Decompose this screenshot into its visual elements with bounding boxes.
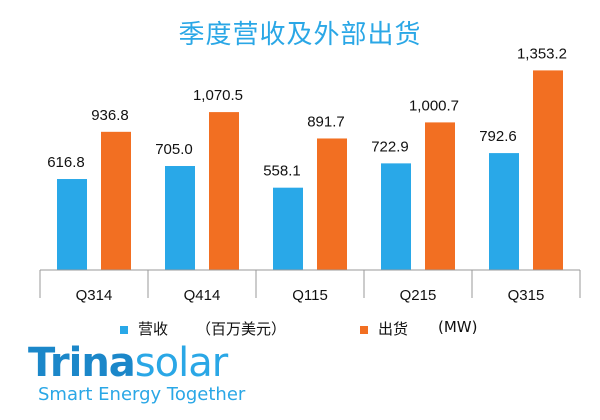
logo-tagline: Smart Energy Together (38, 384, 246, 405)
legend-shipment-unit: (MW) (438, 318, 478, 336)
logo-wordmark: Trinasolar (28, 340, 228, 386)
shipment-bar-q315 (533, 70, 563, 270)
shipment-value-label-q314: 936.8 (91, 107, 129, 124)
x-tick-label-q314: Q314 (76, 287, 113, 304)
revenue-value-label-q215: 722.9 (371, 138, 409, 155)
revenue-bar-q414 (165, 166, 195, 270)
x-tick-label-q215: Q215 (400, 287, 437, 304)
trina-solar-logo: Trinasolar Smart Energy Together (28, 340, 268, 410)
chart-title: 季度营收及外部出货 (178, 20, 422, 50)
shipment-value-label-q215: 1,000.7 (409, 97, 459, 114)
shipment-bar-q414 (209, 112, 239, 270)
shipment-bar-q215 (425, 122, 455, 270)
legend-revenue-label: 营收 (138, 320, 169, 338)
x-tick-label-q315: Q315 (508, 287, 545, 304)
revenue-bar-q215 (381, 163, 411, 270)
revenue-value-label-q115: 558.1 (263, 163, 301, 180)
shipment-value-label-q115: 891.7 (307, 113, 345, 130)
shipment-value-label-q315: 1,353.2 (517, 45, 567, 62)
legend-shipment-label: 出货 (378, 320, 409, 338)
logo-brand-main: Trina (28, 340, 136, 386)
logo-brand-solar: solar (134, 340, 228, 386)
legend-revenue-swatch (120, 326, 128, 334)
revenue-value-label-q314: 616.8 (47, 154, 85, 171)
revenue-bar-q315 (489, 153, 519, 270)
shipment-bar-q115 (317, 138, 347, 270)
shipment-value-label-q414: 1,070.5 (193, 87, 243, 104)
legend-revenue-unit: （百万美元） (196, 320, 287, 338)
shipment-bar-q314 (101, 131, 131, 270)
x-tick-label-q115: Q115 (292, 287, 328, 304)
x-tick-label-q414: Q414 (184, 287, 221, 304)
revenue-value-label-q414: 705.0 (155, 141, 193, 158)
legend-shipment-swatch (360, 326, 368, 334)
revenue-value-label-q315: 792.6 (479, 128, 517, 145)
revenue-bar-q115 (273, 187, 303, 270)
revenue-bar-q314 (57, 179, 87, 270)
